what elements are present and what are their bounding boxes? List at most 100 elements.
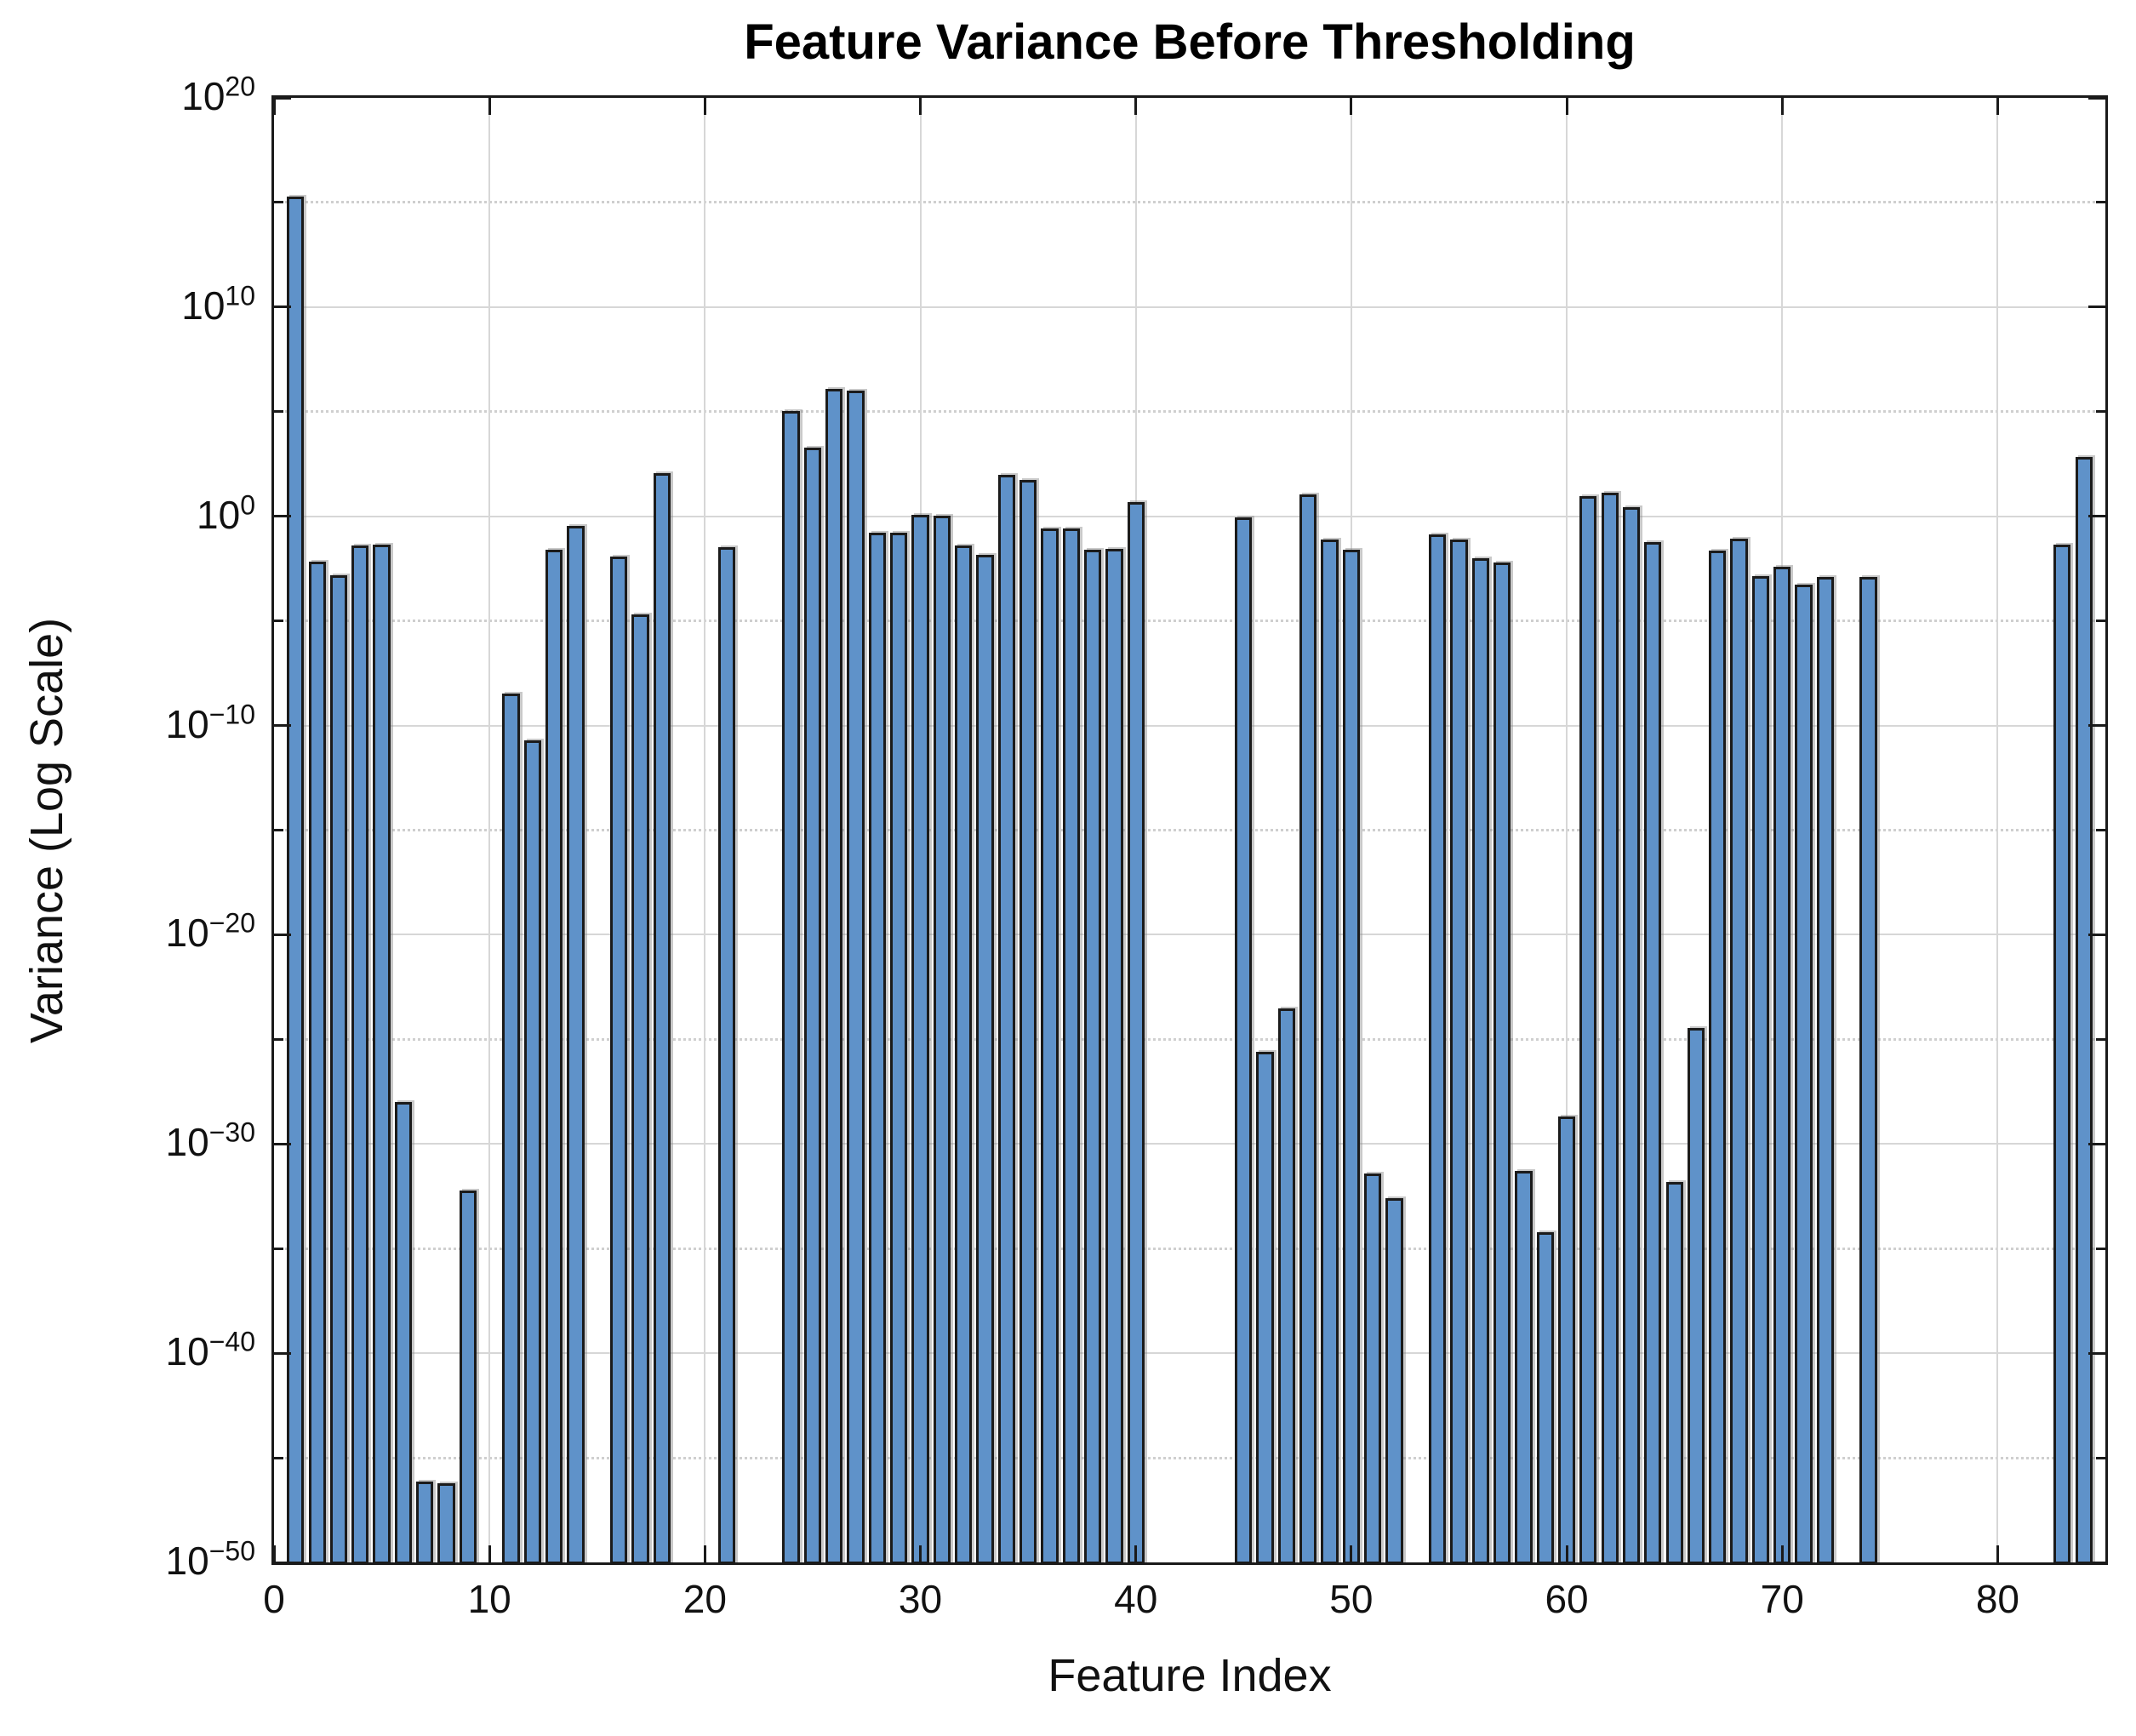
y-tick-minor-right (2096, 1247, 2105, 1250)
bar-feature-1 (287, 196, 305, 1564)
bar-feature-68 (1730, 538, 1748, 1564)
bar-feature-40 (1127, 502, 1145, 1564)
bar-feature-36 (1041, 528, 1059, 1564)
y-tick-label: 10−10 (165, 699, 255, 746)
bar-feature-51 (1364, 1173, 1382, 1564)
bar-feature-25 (803, 447, 822, 1564)
x-tick-label: 10 (467, 1577, 511, 1621)
bar-feature-63 (1622, 507, 1641, 1564)
bar-feature-24 (782, 410, 800, 1564)
y-tick-major-right (2088, 1351, 2105, 1355)
bar-feature-47 (1277, 1008, 1296, 1564)
y-tick-minor-left (274, 1247, 283, 1250)
y-tick-label: 10−20 (165, 908, 255, 956)
bar-feature-62 (1601, 493, 1619, 1564)
bar-feature-31 (933, 516, 951, 1564)
bar-feature-84 (2075, 456, 2093, 1564)
bar-feature-3 (329, 575, 348, 1564)
y-tick-major-left (274, 933, 291, 936)
bar-feature-61 (1579, 496, 1597, 1564)
bar-feature-69 (1751, 575, 1770, 1564)
y-tick-major-right (2088, 933, 2105, 936)
grid-line-v (1566, 98, 1568, 1562)
x-tick-bottom (272, 1545, 276, 1562)
x-tick-top (1565, 98, 1568, 115)
y-tick-exponent: 10 (225, 280, 255, 311)
grid-line-v (488, 98, 491, 1562)
bar-feature-14 (567, 525, 585, 1564)
bar-feature-45 (1235, 517, 1253, 1564)
x-tick-bottom (1996, 1545, 1999, 1562)
y-tick-minor-left (274, 410, 283, 414)
y-tick-major-right (2088, 1561, 2105, 1564)
y-tick-major-right (2088, 1142, 2105, 1145)
bar-feature-83 (2053, 544, 2071, 1564)
bar-feature-2 (308, 561, 326, 1564)
grid-line-v (1996, 98, 1999, 1562)
y-tick-minor-left (274, 201, 283, 204)
bar-feature-55 (1450, 539, 1468, 1564)
grid-line-v (704, 98, 706, 1562)
x-tick-label: 40 (1114, 1577, 1158, 1621)
bar-feature-59 (1536, 1232, 1554, 1564)
bar-feature-18 (653, 472, 671, 1564)
y-tick-exponent: −50 (208, 1535, 255, 1567)
bar-feature-70 (1773, 566, 1791, 1564)
y-tick-minor-left (274, 829, 283, 831)
grid-line-h-minor (274, 1456, 2105, 1459)
y-tick-minor-right (2096, 1456, 2105, 1459)
y-tick-exponent: 20 (225, 71, 255, 102)
y-tick-major-left (274, 1351, 291, 1355)
bar-feature-29 (890, 533, 908, 1564)
bar-feature-28 (868, 532, 887, 1564)
bar-feature-21 (717, 546, 735, 1564)
y-tick-label: 10−30 (165, 1116, 255, 1165)
x-tick-top (488, 98, 491, 115)
bar-feature-67 (1709, 550, 1727, 1564)
bar-feature-33 (976, 554, 994, 1564)
bar-feature-30 (911, 515, 929, 1564)
y-tick-major-right (2088, 306, 2105, 309)
bar-feature-4 (351, 545, 369, 1564)
x-tick-top (272, 98, 276, 115)
y-tick-minor-right (2096, 620, 2105, 623)
y-tick-minor-left (274, 1037, 283, 1041)
bar-feature-54 (1429, 534, 1447, 1564)
x-tick-label: 70 (1760, 1577, 1804, 1621)
x-tick-bottom (703, 1545, 706, 1562)
bar-feature-17 (631, 614, 649, 1564)
bar-feature-50 (1342, 549, 1360, 1564)
y-tick-label: 1020 (181, 71, 255, 118)
y-tick-minor-right (2096, 201, 2105, 204)
bar-feature-5 (373, 544, 391, 1564)
bar-feature-46 (1256, 1052, 1274, 1564)
y-tick-exponent: 0 (240, 489, 255, 521)
x-tick-bottom (1134, 1545, 1138, 1562)
bar-feature-11 (502, 693, 520, 1564)
bar-feature-26 (825, 389, 843, 1564)
bar-feature-34 (997, 474, 1015, 1564)
x-tick-bottom (1780, 1545, 1784, 1562)
grid-line-h-major (274, 306, 2105, 308)
x-tick-label: 0 (263, 1577, 285, 1621)
bar-feature-58 (1515, 1171, 1533, 1564)
y-tick-exponent: −40 (208, 1326, 255, 1357)
bar-feature-71 (1795, 584, 1813, 1564)
bar-feature-65 (1665, 1182, 1683, 1564)
bar-feature-48 (1299, 494, 1317, 1564)
bar-feature-49 (1321, 539, 1339, 1564)
x-tick-label: 30 (898, 1577, 943, 1621)
y-tick-label: 1010 (181, 280, 255, 328)
x-axis-label: Feature Index (1048, 1650, 1332, 1701)
grid-line-h-major (274, 515, 2105, 517)
x-tick-top (1350, 98, 1353, 115)
bar-feature-8 (437, 1483, 455, 1564)
grid-line-h-major (274, 1143, 2105, 1145)
y-tick-major-left (274, 515, 291, 518)
bar-feature-66 (1687, 1028, 1705, 1564)
grid-line-h-minor (274, 201, 2105, 204)
grid-line-h-minor (274, 410, 2105, 414)
x-tick-top (1134, 98, 1138, 115)
bar-feature-74 (1859, 576, 1877, 1564)
